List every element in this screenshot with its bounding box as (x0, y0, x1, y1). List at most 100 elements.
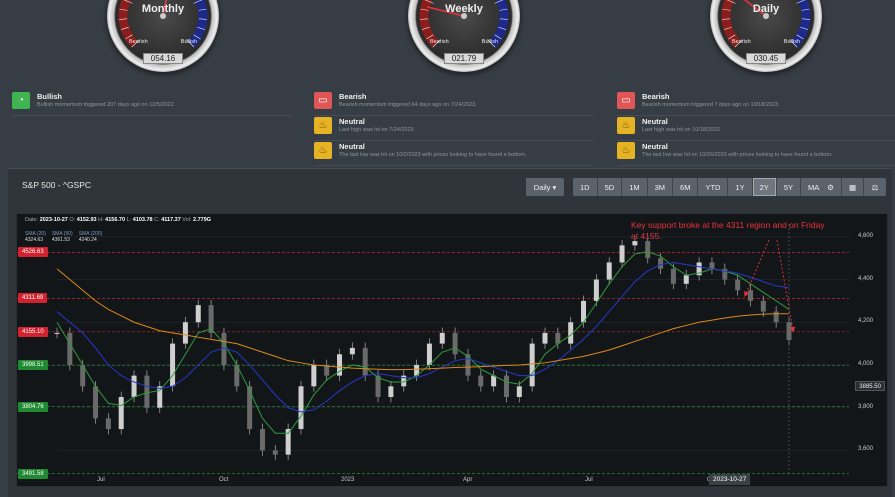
range-button-1y[interactable]: 1Y (728, 178, 753, 196)
gauge-tick (722, 8, 731, 11)
gauge-tick (193, 34, 201, 40)
x-tick-label: Apr (463, 477, 473, 483)
candle-body (632, 241, 638, 246)
signal-item: ♨ Neutral The last low was hit on 10/2/2… (314, 142, 594, 166)
range-button-ytd[interactable]: YTD (698, 178, 729, 196)
range-button-3m[interactable]: 3M (647, 178, 674, 196)
weekly-gauge: Weekly Bearish Bullish 021.79 (408, 0, 520, 72)
gauge-tick (420, 8, 429, 11)
range-button-5d[interactable]: 5D (597, 178, 623, 196)
low-value: 4103.78 (132, 217, 153, 223)
gauge-tick (422, 26, 430, 30)
chevron-down-icon: ▾ (552, 182, 557, 192)
candle-body (285, 429, 291, 455)
candle-body (426, 343, 432, 365)
candle-body (491, 375, 497, 387)
gauge-hub (461, 13, 467, 19)
gauge-bullish-label: Bullish (180, 39, 197, 45)
compare-icon[interactable]: ⚙ (820, 178, 842, 196)
range-button-2y[interactable]: 2Y (752, 178, 777, 196)
candle-body (259, 429, 265, 451)
gauge-tick (800, 26, 808, 30)
x-tick-label: Jul (585, 477, 593, 483)
signal-title: Bearish (339, 92, 367, 101)
gauge-tick (198, 18, 207, 20)
candle-body (67, 332, 73, 365)
gauge-hub (160, 13, 166, 19)
range-button-6m[interactable]: 6M (673, 178, 699, 196)
candle-body (208, 305, 214, 333)
price-level-label: 4526.63 (18, 247, 48, 258)
y-tick-label: 4,400 (857, 275, 873, 282)
candle-body (773, 311, 779, 323)
gauge-tick (119, 18, 128, 20)
bearish-icon: ▭ (314, 92, 332, 109)
candle-body (131, 375, 137, 397)
gauge-tick (499, 8, 508, 11)
candle-body (93, 386, 99, 419)
gauge-tick (197, 26, 205, 30)
candle-body (683, 275, 689, 284)
range-button-5y[interactable]: 5Y (776, 178, 802, 196)
gauge-title: Monthly (141, 3, 185, 15)
neutral-icon: ♨ (314, 117, 332, 134)
gauge-bullish-label: Bullish (783, 39, 800, 45)
candle-body (619, 245, 625, 263)
daily-signals: ▭ Bearish Bearish momentum triggered 7 d… (617, 92, 895, 167)
chart-canvas[interactable] (17, 214, 888, 487)
candle-body (516, 386, 522, 397)
candle-body (324, 364, 330, 376)
signal-title: Neutral (339, 142, 365, 151)
candle-body (722, 268, 728, 280)
interval-label: Daily (533, 182, 551, 192)
close-label: C (154, 217, 159, 223)
candle-body (157, 386, 163, 408)
candle-body (503, 375, 509, 397)
signal-item: ◔ Bullish Bullish momentum triggered 207… (12, 92, 292, 116)
volume-value: 2.779G (193, 217, 212, 223)
candle-body (311, 364, 317, 387)
series-line-sma-200- (56, 268, 789, 371)
candle-body (182, 322, 188, 344)
candle-body (388, 386, 394, 397)
bearish-icon: ▭ (617, 92, 635, 109)
gauge-tick (734, 39, 743, 48)
gauge-tick (498, 26, 506, 30)
gauge-tick (801, 18, 810, 20)
gauge-tick (494, 34, 502, 40)
gauge-tick (426, 34, 434, 40)
gauge-tick (724, 26, 732, 30)
panel-title: S&P 500 - ^GSPC (22, 180, 92, 190)
calculator-icon[interactable]: ▦ (842, 178, 864, 196)
candle-body (670, 268, 676, 284)
signal-item: ▭ Bearish Bearish momentum triggered 64 … (314, 92, 594, 116)
gauge-tick (186, 39, 195, 48)
date-label: Date (25, 217, 37, 223)
candle-body (439, 332, 445, 344)
price-chart[interactable]: Date: 2023-10-27 O: 4152.93 H: 4156.70 L… (16, 213, 888, 487)
gauge-tick (789, 39, 798, 48)
range-button-1d[interactable]: 1D (573, 178, 598, 196)
interval-select[interactable]: Daily ▾ (526, 178, 564, 196)
candle-body (478, 375, 484, 387)
candle-body (452, 332, 458, 355)
candle-body (234, 364, 240, 387)
gauge-tick (796, 34, 804, 40)
signal-desc: The last low was hit on 10/26/2023 with … (642, 152, 833, 158)
price-level-label: 3804.76 (18, 401, 48, 412)
monthly-gauge: Monthly Bearish Bullish 054.16 (107, 0, 219, 72)
candle-body (118, 396, 124, 430)
gauge-tick (123, 0, 133, 4)
y-tick-label: 4,600 (857, 232, 873, 239)
candle-body (221, 332, 227, 365)
range-button-1m[interactable]: 1M (622, 178, 648, 196)
candle-body (542, 332, 548, 344)
gauge-tick (487, 39, 496, 48)
interval-dropdown[interactable]: Daily ▾ (526, 178, 564, 196)
series-line-sma-50- (56, 261, 790, 413)
candle-body (645, 241, 651, 259)
balance-icon[interactable]: ⚖ (864, 178, 886, 196)
y-tick-label: 4,200 (857, 318, 873, 325)
signal-title: Bullish (37, 92, 63, 101)
cursor-date-label: 2023-10-27 (709, 474, 751, 485)
